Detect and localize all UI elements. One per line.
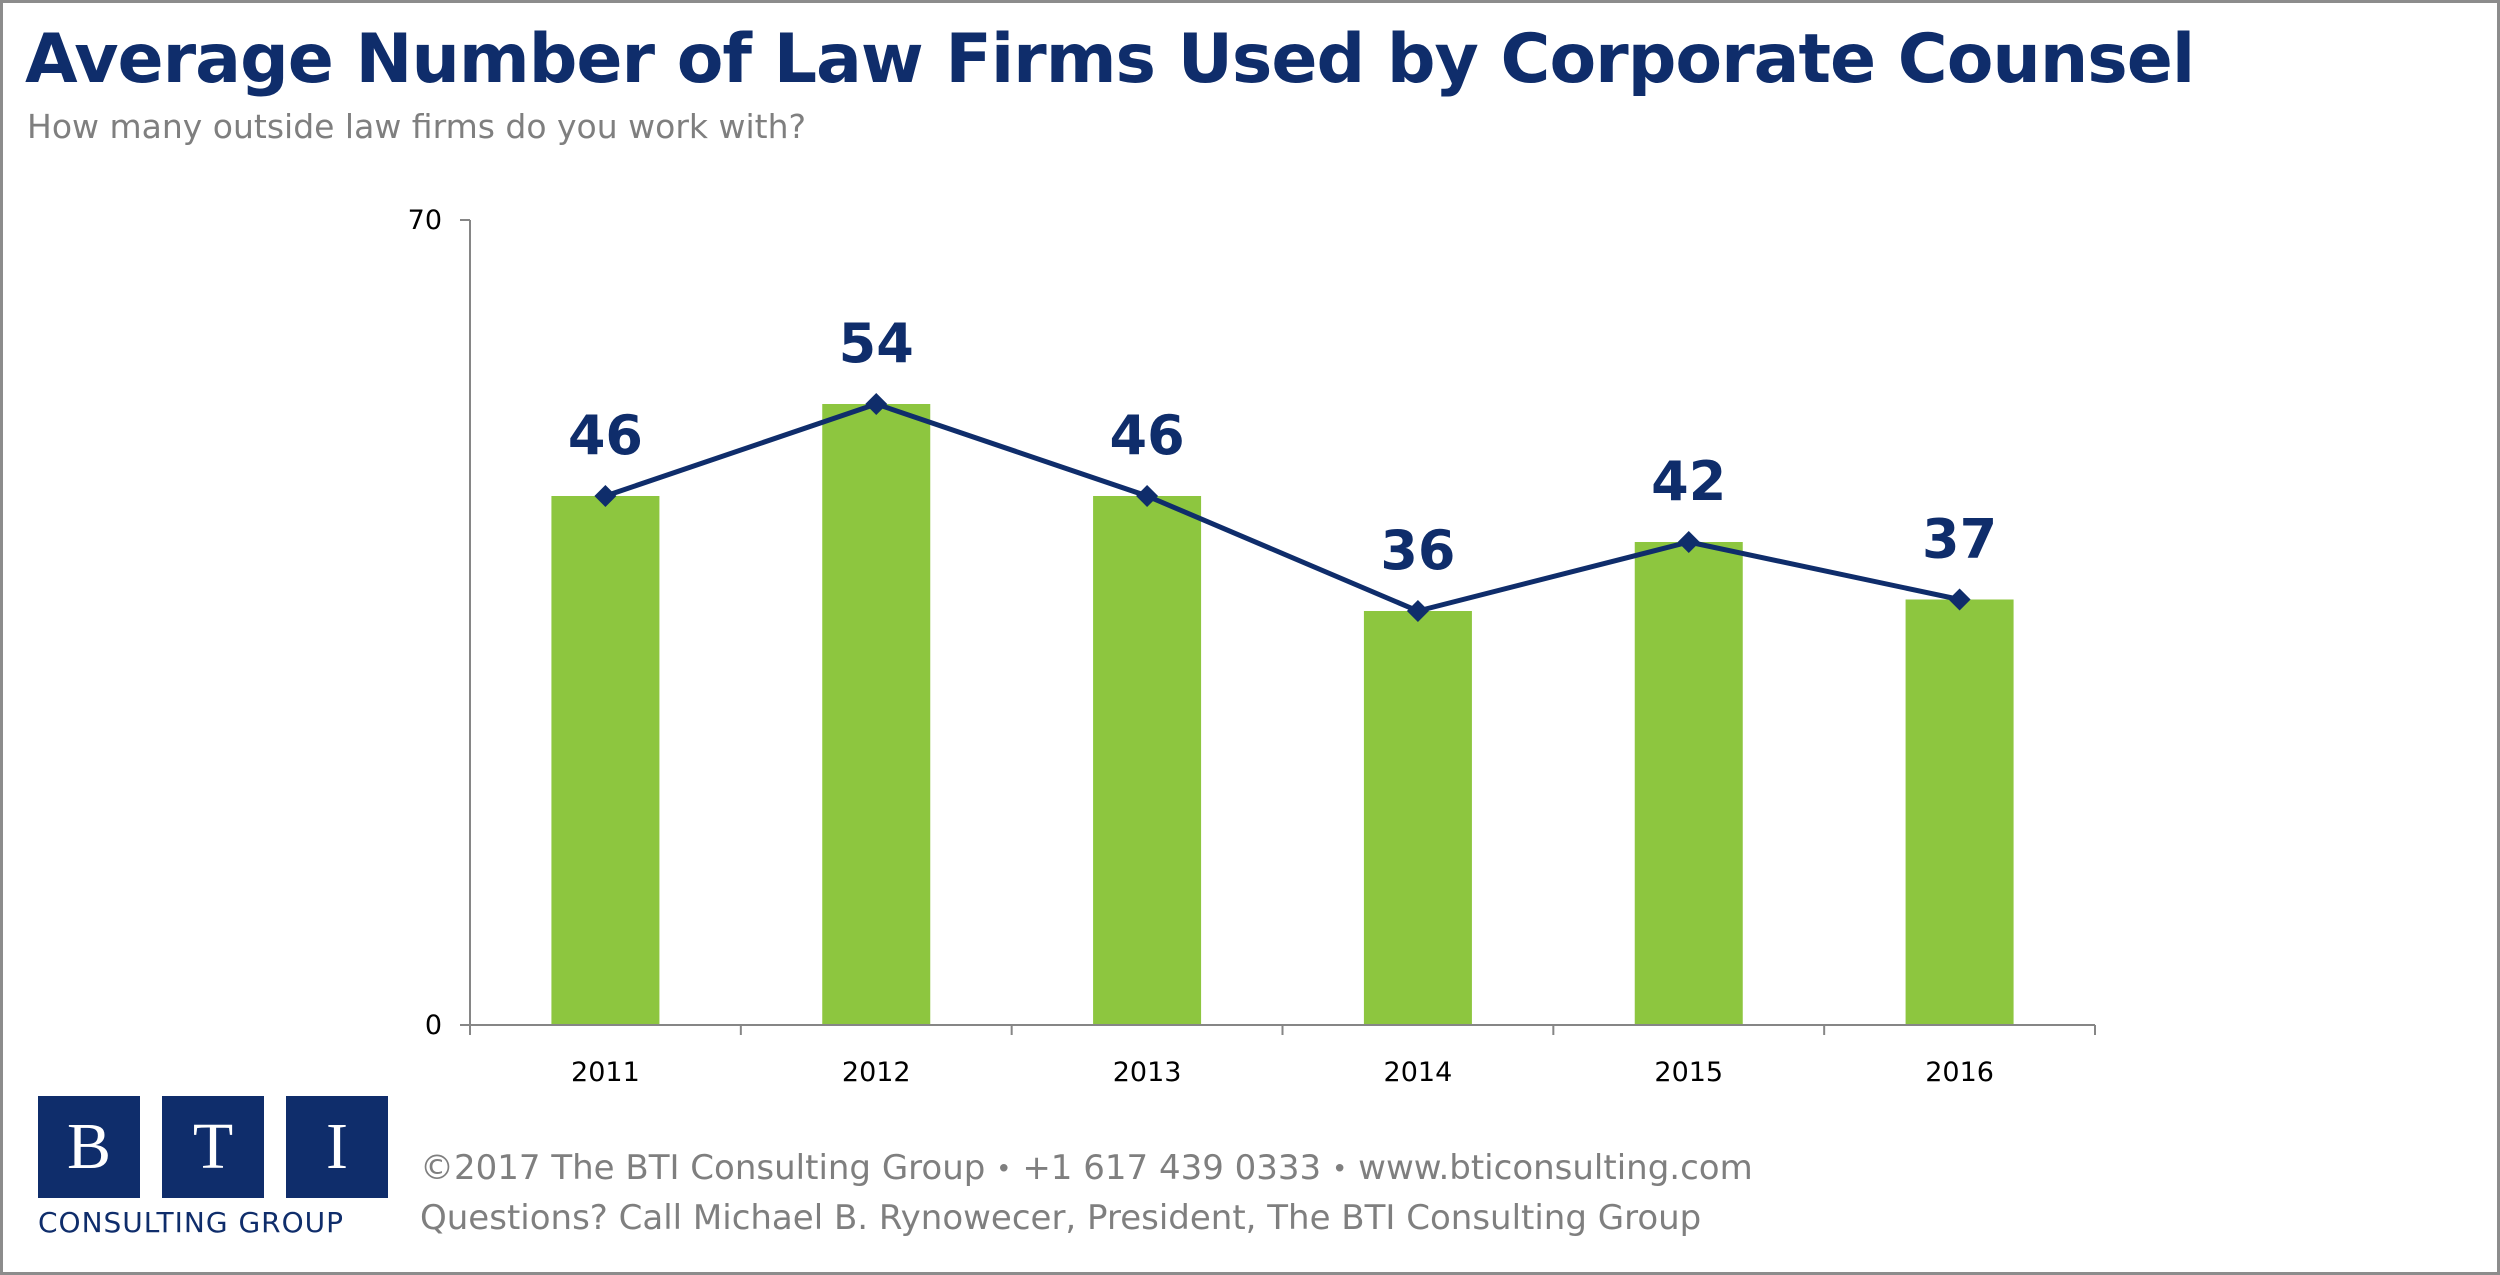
axes-layer: 0 70 2011 2012 2013 2014 2015 2016 [408,205,2096,1088]
labels-layer: 46 54 46 36 42 37 [568,312,1997,582]
x-tick-label: 2013 [1113,1057,1182,1088]
chart-subtitle: How many outside law firms do you work w… [27,107,807,146]
bti-logo: B T I CONSULTING GROUP [38,1096,388,1239]
line-point-marker [1677,531,1700,553]
bars-layer [551,404,2014,1025]
line-layer [594,393,1971,622]
line-point-marker [865,393,888,415]
line-point-marker [1406,600,1429,622]
bar-2015 [1634,542,1743,1025]
line-point-marker [1948,588,1971,611]
x-tick-label: 2015 [1654,1057,1723,1088]
data-label-2013: 46 [1110,404,1185,467]
y-tick-label: 0 [425,1010,442,1041]
line-point-marker [594,485,617,507]
footer-contact: Questions? Call Michael B. Rynowecer, Pr… [420,1198,1702,1238]
logo-letter-b: B [38,1096,140,1198]
bar-2016 [1905,599,2014,1025]
line-point-marker [1136,485,1159,507]
trend-line [604,401,1961,614]
data-label-2015: 42 [1651,450,1726,513]
chart-title: Average Number of Law Firms Used by Corp… [25,20,2195,99]
bar-2011 [551,496,660,1025]
logo-letter-i: I [286,1096,388,1198]
data-label-2012: 54 [839,312,914,375]
data-label-2011: 46 [568,404,643,467]
logo-letter-t: T [162,1096,264,1198]
x-tick-label: 2014 [1384,1057,1453,1088]
x-tick-label: 2011 [571,1057,640,1088]
x-tick-label: 2012 [842,1057,911,1088]
footer-copyright: ©2017 The BTI Consulting Group [420,1148,986,1188]
y-tick-label: 70 [408,205,442,236]
x-tick-label: 2016 [1925,1057,1994,1088]
footer-website[interactable]: www.bticonsulting.com [1358,1148,1753,1188]
bar-2013 [1093,496,1202,1025]
footer-separator: • [1332,1154,1348,1185]
footer-separator: • [996,1154,1012,1185]
bar-2012 [822,404,931,1025]
logo-tagline: CONSULTING GROUP [38,1206,345,1239]
footer-phone: +1 617 439 0333 [1022,1148,1322,1188]
footer-line-1: ©2017 The BTI Consulting Group • +1 617 … [420,1148,1753,1188]
data-label-2016: 37 [1922,508,1997,571]
bar-2014 [1363,611,1472,1025]
data-label-2014: 36 [1380,519,1455,582]
